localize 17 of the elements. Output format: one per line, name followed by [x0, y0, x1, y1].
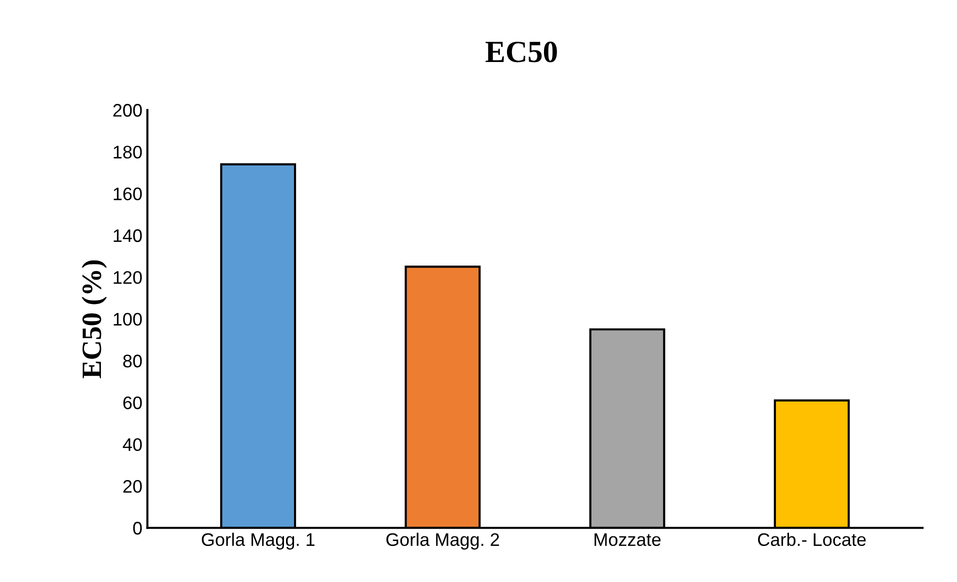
- x-tick-label: Gorla Magg. 2: [386, 532, 499, 550]
- x-tick-label: Mozzate: [594, 533, 661, 546]
- y-tick-label: 40: [122, 438, 142, 452]
- y-tick-label: 60: [123, 396, 142, 410]
- y-tick-label: 180: [114, 146, 142, 159]
- y-tick-label: 80: [123, 354, 142, 368]
- y-tick-label: 200: [113, 104, 142, 117]
- y-tick-label: 160: [114, 188, 142, 200]
- x-tick-label: Gorla Magg. 1: [202, 532, 314, 550]
- y-tick-label: 0: [133, 522, 142, 535]
- chart-title: EC50: [486, 42, 557, 62]
- x-tick-label: Carb.- Locate: [758, 532, 866, 546]
- y-axis-title: EC50 (%): [82, 260, 107, 378]
- y-tick-label: 20: [123, 480, 142, 493]
- y-tick-label: 120: [114, 271, 142, 284]
- y-tick-label: 100: [114, 312, 142, 326]
- y-tick-label: 140: [114, 229, 142, 242]
